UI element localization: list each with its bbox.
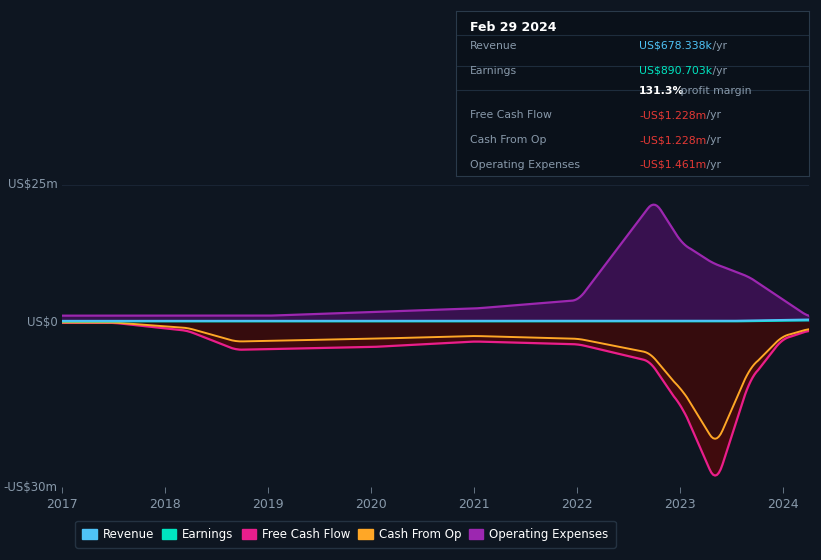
Text: /yr: /yr	[709, 41, 727, 51]
Text: /yr: /yr	[709, 66, 727, 76]
Text: -US$30m: -US$30m	[4, 480, 57, 494]
Text: /yr: /yr	[703, 110, 721, 120]
Text: /yr: /yr	[703, 135, 721, 145]
Text: -US$1.461m: -US$1.461m	[640, 160, 707, 170]
Text: Revenue: Revenue	[470, 41, 517, 51]
Text: Cash From Op: Cash From Op	[470, 135, 546, 145]
Text: US$890.703k: US$890.703k	[640, 66, 713, 76]
Text: -US$1.228m: -US$1.228m	[640, 110, 707, 120]
Text: US$678.338k: US$678.338k	[640, 41, 712, 51]
Text: Earnings: Earnings	[470, 66, 517, 76]
Text: Operating Expenses: Operating Expenses	[470, 160, 580, 170]
Text: 131.3%: 131.3%	[640, 86, 685, 96]
Legend: Revenue, Earnings, Free Cash Flow, Cash From Op, Operating Expenses: Revenue, Earnings, Free Cash Flow, Cash …	[76, 521, 616, 548]
Text: Feb 29 2024: Feb 29 2024	[470, 21, 557, 34]
Text: US$0: US$0	[27, 316, 57, 329]
Text: Free Cash Flow: Free Cash Flow	[470, 110, 552, 120]
Text: US$25m: US$25m	[8, 178, 57, 192]
Text: /yr: /yr	[703, 160, 721, 170]
Text: -US$1.228m: -US$1.228m	[640, 135, 707, 145]
Text: profit margin: profit margin	[677, 86, 752, 96]
